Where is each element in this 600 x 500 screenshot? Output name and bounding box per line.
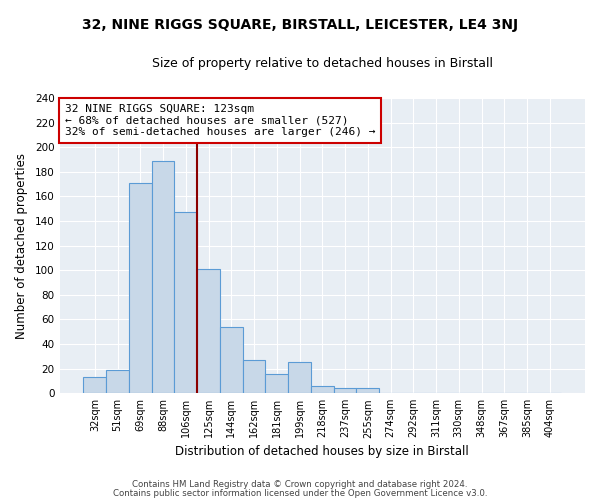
Bar <box>197 269 220 393</box>
Text: Contains HM Land Registry data © Crown copyright and database right 2024.: Contains HM Land Registry data © Crown c… <box>132 480 468 489</box>
Bar <box>220 327 242 393</box>
Text: 32 NINE RIGGS SQUARE: 123sqm
← 68% of detached houses are smaller (527)
32% of s: 32 NINE RIGGS SQUARE: 123sqm ← 68% of de… <box>65 104 376 137</box>
Bar <box>152 161 175 393</box>
Text: 32, NINE RIGGS SQUARE, BIRSTALL, LEICESTER, LE4 3NJ: 32, NINE RIGGS SQUARE, BIRSTALL, LEICEST… <box>82 18 518 32</box>
Bar <box>288 362 311 393</box>
Bar <box>311 386 334 393</box>
Bar <box>356 388 379 393</box>
Bar <box>129 183 152 393</box>
Text: Contains public sector information licensed under the Open Government Licence v3: Contains public sector information licen… <box>113 488 487 498</box>
Bar <box>242 360 265 393</box>
Title: Size of property relative to detached houses in Birstall: Size of property relative to detached ho… <box>152 58 493 70</box>
Bar <box>175 212 197 393</box>
Bar <box>106 370 129 393</box>
Bar <box>265 374 288 393</box>
Bar <box>334 388 356 393</box>
Y-axis label: Number of detached properties: Number of detached properties <box>15 152 28 338</box>
Bar <box>83 377 106 393</box>
X-axis label: Distribution of detached houses by size in Birstall: Distribution of detached houses by size … <box>175 444 469 458</box>
